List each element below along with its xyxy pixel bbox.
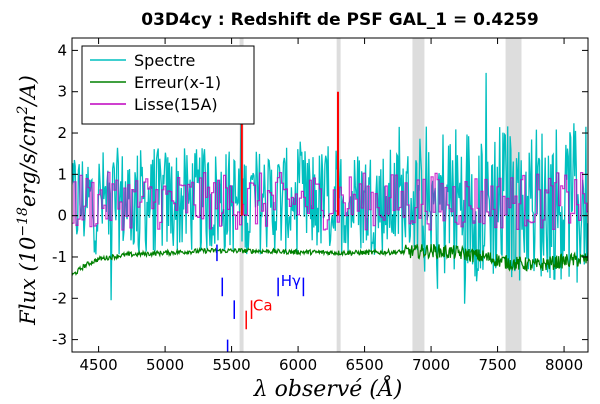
plot-frame (71, 37, 589, 353)
legend-box (81, 45, 255, 125)
y-label-exponent-2: 2 (15, 106, 31, 116)
x-tick-label: 5500 (212, 356, 250, 374)
series-line-erreur (72, 244, 588, 276)
x-tick-label: 7000 (412, 356, 450, 374)
y-tick-label: 4 (57, 41, 67, 59)
y-tick-label: 1 (57, 165, 67, 183)
y-tick-label: -3 (52, 331, 67, 349)
y-tick-label: -2 (52, 289, 67, 307)
line-label: Hγ (281, 272, 301, 290)
x-tick-label: 6000 (279, 356, 317, 374)
legend-label: Lisse(15A) (134, 95, 218, 114)
legend-label: Erreur(x-1) (134, 73, 221, 92)
legend-label: Spectre (134, 51, 195, 70)
y-tick-label: 0 (57, 207, 67, 225)
line-label: Ca (253, 297, 273, 315)
x-tick-label: 4500 (80, 356, 118, 374)
y-tick-label: 3 (57, 83, 67, 101)
series-line-spectre (72, 72, 588, 304)
x-tick-label: 5000 (146, 356, 184, 374)
y-label-part-tail: /A) (16, 75, 40, 107)
x-tick-label: 8000 (545, 356, 583, 374)
x-tick-label: 7500 (478, 356, 516, 374)
plot-area: Ca Hγ (72, 38, 588, 352)
series-line-lisse (72, 171, 588, 231)
x-axis-label: λ observé (Å) (253, 374, 403, 400)
y-axis-label: Flux (10−18erg/s/cm2/A) (15, 75, 40, 326)
y-label-part-rest: erg/s/cm (16, 115, 40, 208)
y-label-part-main: Flux (10 (16, 237, 40, 326)
y-tick-label: 2 (57, 124, 67, 142)
y-tick-label: -1 (52, 248, 67, 266)
y-label-exponent: −18 (15, 207, 31, 237)
chart-title: 03D4cy : Redshift de PSF GAL_1 = 0.4259 (141, 10, 538, 30)
x-tick-label: 6500 (345, 356, 383, 374)
